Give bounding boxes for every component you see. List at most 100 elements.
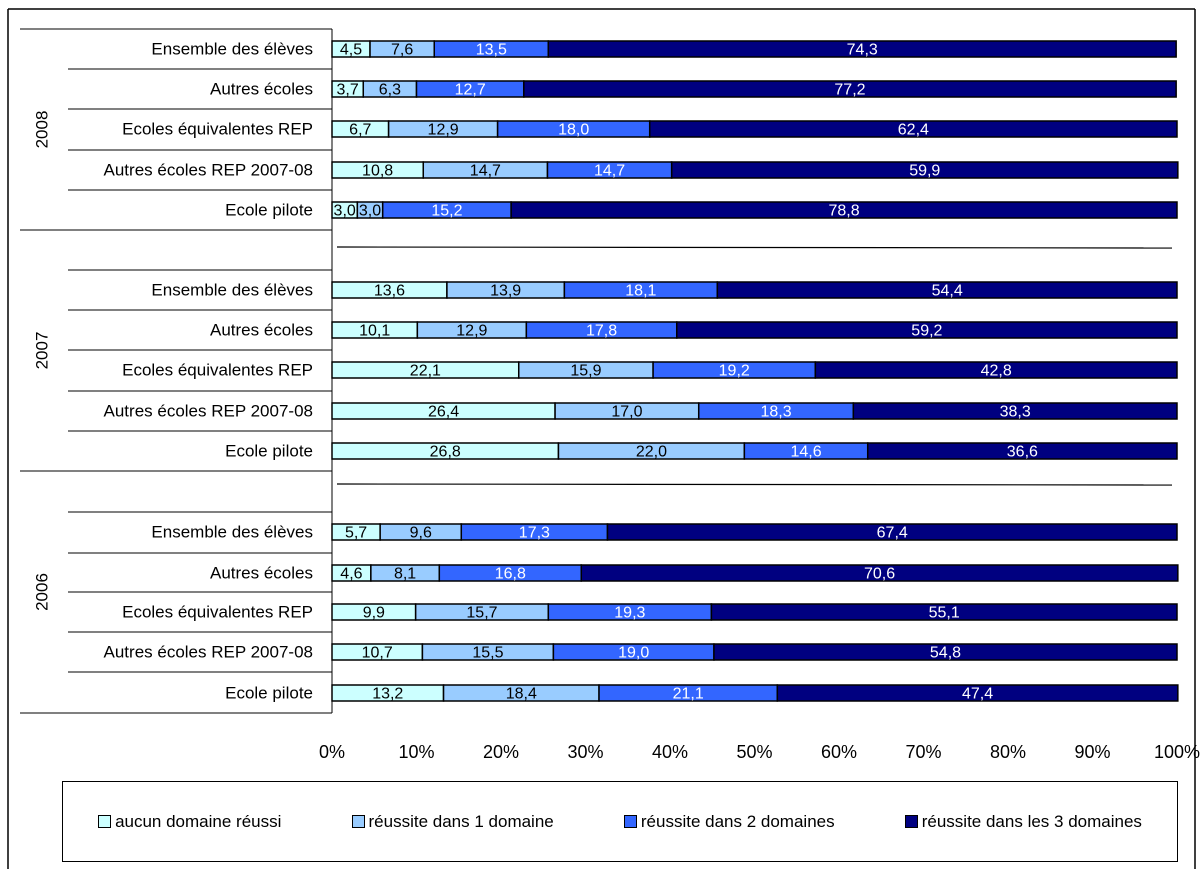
legend-swatch-none <box>98 815 112 828</box>
data-label: 26,4 <box>428 404 459 421</box>
bar-segment <box>852 402 1178 420</box>
category-label: Autres écoles <box>210 80 313 99</box>
category-label: Ecoles équivalentes REP <box>122 361 313 380</box>
legend-label-none: aucun domaine réussi <box>115 811 282 831</box>
legend-swatch-two <box>623 815 637 828</box>
category-label: Autres écoles <box>210 321 313 340</box>
data-label: 22,0 <box>636 444 667 461</box>
data-label: 3,0 <box>334 203 356 220</box>
data-label: 19,2 <box>719 363 750 380</box>
year-label: 2008 <box>33 111 52 149</box>
data-label: 17,3 <box>519 525 550 542</box>
data-label: 16,8 <box>495 566 526 583</box>
data-label: 17,8 <box>586 323 617 340</box>
data-label: 6,3 <box>379 82 401 99</box>
x-tick-label: 40% <box>652 742 688 762</box>
data-label: 59,9 <box>909 163 940 180</box>
data-label: 10,1 <box>359 323 390 340</box>
data-label: 67,4 <box>877 525 908 542</box>
data-label: 15,5 <box>472 645 503 662</box>
data-label: 13,6 <box>374 283 405 300</box>
legend-swatch-three <box>904 815 918 828</box>
data-label: 8,1 <box>394 566 416 583</box>
data-label: 54,8 <box>930 645 961 662</box>
data-label: 38,3 <box>1000 404 1031 421</box>
x-tick-label: 90% <box>1074 742 1110 762</box>
category-label: Ensemble des élèves <box>151 281 313 300</box>
data-label: 18,3 <box>760 404 791 421</box>
data-label: 74,3 <box>847 42 878 59</box>
bar-segment <box>710 603 1178 621</box>
legend-label-two: réussite dans 2 domaines <box>640 811 835 831</box>
category-label: Ensemble des élèves <box>151 40 313 59</box>
data-label: 14,7 <box>470 163 501 180</box>
data-label: 19,3 <box>614 605 645 622</box>
year-label: 2006 <box>33 573 52 611</box>
category-label: Ecole pilote <box>225 442 313 461</box>
x-tick-label: 60% <box>821 742 857 762</box>
legend-item-none: aucun domaine réussi <box>98 812 281 832</box>
data-label: 22,1 <box>410 363 441 380</box>
blank-row-line <box>336 246 1173 249</box>
x-tick-label: 100% <box>1154 742 1200 762</box>
data-label: 55,1 <box>929 605 960 622</box>
data-label: 36,6 <box>1007 444 1038 461</box>
category-label: Ensemble des élèves <box>151 523 313 542</box>
data-label: 4,6 <box>340 566 362 583</box>
data-label: 78,8 <box>828 203 859 220</box>
category-label: Autres écoles REP 2007-08 <box>104 643 313 662</box>
category-label: Ecole pilote <box>225 201 313 220</box>
year-label: 2007 <box>33 332 52 370</box>
data-label: 10,8 <box>362 163 393 180</box>
category-label: Autres écoles REP 2007-08 <box>104 402 313 421</box>
bar-segment <box>670 161 1179 179</box>
legend-item-two: réussite dans 2 domaines <box>623 811 835 832</box>
legend-label-one: réussite dans 1 domaine <box>368 811 554 831</box>
bar-segment <box>866 442 1178 460</box>
data-label: 26,8 <box>430 444 461 461</box>
x-tick-label: 10% <box>398 742 434 762</box>
data-label: 12,9 <box>456 323 487 340</box>
data-label: 54,4 <box>932 283 963 300</box>
data-label: 3,0 <box>359 203 381 220</box>
data-label: 12,9 <box>428 122 459 139</box>
data-label: 18,1 <box>625 283 656 300</box>
bar-segment <box>523 80 1177 98</box>
data-label: 10,7 <box>362 645 393 662</box>
bar-segment <box>648 120 1178 138</box>
category-label: Autres écoles REP 2007-08 <box>104 161 313 180</box>
data-label: 62,4 <box>898 122 929 139</box>
data-label: 15,7 <box>466 605 497 622</box>
data-label: 6,7 <box>349 122 371 139</box>
data-label: 18,0 <box>558 122 589 139</box>
data-label: 13,5 <box>476 42 507 59</box>
data-label: 12,7 <box>455 82 486 99</box>
data-label: 77,2 <box>834 82 865 99</box>
category-label: Ecoles équivalentes REP <box>122 120 313 139</box>
data-label: 9,6 <box>410 525 432 542</box>
legend: aucun domaine réussi réussite dans 1 dom… <box>62 781 1178 862</box>
x-tick-label: 20% <box>483 742 519 762</box>
data-label: 13,2 <box>372 686 403 703</box>
data-label: 70,6 <box>864 566 895 583</box>
data-label: 7,6 <box>391 42 413 59</box>
data-label: 14,6 <box>790 444 821 461</box>
data-label: 13,9 <box>490 283 521 300</box>
legend-label-three: réussite dans les 3 domaines <box>921 811 1142 831</box>
bar-segment <box>547 40 1177 58</box>
legend-item-one: réussite dans 1 domaine <box>351 811 554 832</box>
data-label: 19,0 <box>618 645 649 662</box>
data-label: 9,9 <box>363 605 385 622</box>
category-label: Ecole pilote <box>225 684 313 703</box>
data-label: 42,8 <box>981 363 1012 380</box>
bar-segment <box>580 564 1179 582</box>
category-label: Autres écoles <box>210 564 313 583</box>
x-tick-label: 30% <box>567 742 603 762</box>
bar-segment <box>716 281 1178 299</box>
x-tick-label: 0% <box>319 742 345 762</box>
category-label: Ecoles équivalentes REP <box>122 603 313 622</box>
x-tick-label: 80% <box>990 742 1026 762</box>
data-label: 21,1 <box>673 686 704 703</box>
